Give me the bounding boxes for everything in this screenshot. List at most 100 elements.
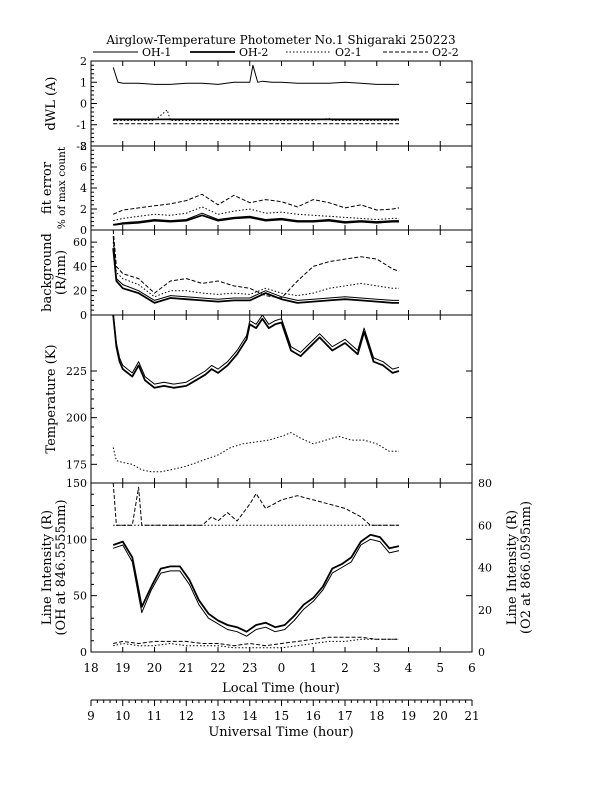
x2-axis: 9 10 11 12 13 14 15 16 17 18 19 20 21 xyxy=(87,699,480,723)
legend-label-oh-2: OH-2 xyxy=(239,46,268,59)
ytick-label-li: 50 xyxy=(73,590,87,603)
xtick-label-local: 3 xyxy=(373,661,381,675)
xtick-label-local: 19 xyxy=(115,661,130,675)
ut-tick-label: 17 xyxy=(337,709,352,723)
ylabel-bg: background xyxy=(40,233,55,312)
ut-tick-label: 9 xyxy=(87,709,95,723)
ut-tick-label: 13 xyxy=(210,709,225,723)
ytick-right-label-li: 40 xyxy=(478,562,492,575)
panel-bg: 0 20 40 60 background (R/nm) xyxy=(40,229,473,322)
x2-axis-label: Universal Time (hour) xyxy=(208,725,353,740)
ytick-label-li: 0 xyxy=(80,646,87,659)
ytick-label-bg: 0 xyxy=(80,309,87,322)
series-fit-o2-1 xyxy=(113,206,399,222)
ut-tick-label: 12 xyxy=(179,709,194,723)
series-temp-oh-1 xyxy=(112,315,400,385)
x-axis-label: Local Time (hour) xyxy=(222,681,340,696)
ytick-label-temp: 225 xyxy=(66,365,87,378)
series-li-o2-2-upper xyxy=(112,483,399,526)
series-fit-oh-2 xyxy=(113,214,399,226)
ytick-label-bg: 20 xyxy=(73,285,87,298)
series-dwl-o2-1 xyxy=(113,109,399,121)
series-fit-o2-2 xyxy=(112,193,400,215)
ytick-label-fit: 8 xyxy=(80,140,87,153)
ut-tick-label: 18 xyxy=(369,709,384,723)
legend-label-o2-1: O2-1 xyxy=(335,46,362,59)
ut-tick-label: 10 xyxy=(115,709,130,723)
xtick-label-local: 5 xyxy=(436,661,444,675)
ytick-label-dwl: -1 xyxy=(76,119,87,132)
ytick-label-fit: 2 xyxy=(80,203,87,216)
panels: -2 -1 0 1 2 dWL (A) 0 2 4 6 8 fit error% of max cou… xyxy=(40,55,534,659)
xtick-label-local: 21 xyxy=(179,661,194,675)
ylabel-li: Line Intensity (R) xyxy=(40,510,55,625)
panel-fit: 0 2 4 6 8 fit error% of max count xyxy=(40,140,473,237)
series-temp-oh-2 xyxy=(112,315,400,389)
series-dwl-oh-1 xyxy=(112,64,399,85)
xtick-label-local: 6 xyxy=(468,661,476,675)
ytick-right-label-li: 80 xyxy=(478,477,492,490)
panel-frame-temp xyxy=(90,314,473,484)
ytick-label-temp: 200 xyxy=(66,412,87,425)
series-bg-oh-2 xyxy=(112,248,399,304)
series-li-oh-1 xyxy=(113,538,400,637)
panel-frame-fit xyxy=(90,145,473,231)
panel-temp: 175 200 225 Temperature (K) xyxy=(44,314,473,484)
ylabel-right-li: Line Intensity (R) xyxy=(505,510,520,625)
ylabel2-bg: (R/nm) xyxy=(54,250,69,295)
ut-tick-label: 19 xyxy=(401,709,416,723)
ylabel2-fit: % of max count xyxy=(56,146,68,229)
panel-dwl: -2 -1 0 1 2 dWL (A) xyxy=(44,55,473,153)
ytick-right-label-li: 0 xyxy=(478,646,485,659)
ytick-label-fit: 6 xyxy=(80,161,87,174)
ytick-label-fit: 4 xyxy=(80,182,87,195)
series-bg-oh-1 xyxy=(112,236,399,301)
series-group-dwl xyxy=(112,64,399,125)
ytick-label-bg: 40 xyxy=(73,260,87,273)
xtick-label-local: 23 xyxy=(242,661,257,675)
series-group-li xyxy=(112,483,400,649)
series-li-o2-1 xyxy=(113,638,399,649)
chart-title: Airglow-Temperature Photometer No.1 Shig… xyxy=(105,33,455,47)
series-fit-oh-1 xyxy=(113,212,399,226)
ytick-label-li: 100 xyxy=(66,533,87,546)
xtick-label-local: 22 xyxy=(210,661,225,675)
series-group-fit xyxy=(112,193,400,226)
legend-label-oh-1: OH-1 xyxy=(142,46,171,59)
ut-tick-label: 20 xyxy=(433,709,448,723)
series-group-temp xyxy=(112,315,400,473)
series-group-bg xyxy=(112,230,400,304)
ylabel-right2-li: (O2 at 866.0595nm) xyxy=(519,501,534,634)
ytick-right-label-li: 60 xyxy=(478,519,492,532)
xtick-label-local: 2 xyxy=(341,661,349,675)
series-temp-o2-1 xyxy=(112,432,399,473)
xtick-label-local: 4 xyxy=(405,661,413,675)
legend: OH-1 OH-2 O2-1 O2-2 xyxy=(93,46,459,59)
legend-label-o2-2: O2-2 xyxy=(432,46,459,59)
ut-tick-label: 11 xyxy=(147,709,162,723)
ut-tick-label: 15 xyxy=(274,709,289,723)
ut-tick-label: 16 xyxy=(306,709,321,723)
series-li-o2-2 xyxy=(113,636,399,647)
xtick-label-local: 0 xyxy=(278,661,286,675)
ytick-label-dwl: -2 xyxy=(76,140,87,153)
series-li-oh-2 xyxy=(112,533,400,633)
series-bg-o2-2 xyxy=(112,230,400,299)
series-bg-o2-1 xyxy=(112,242,399,298)
ylabel-fit: fit error xyxy=(40,161,55,214)
ytick-right-label-li: 20 xyxy=(478,604,492,617)
x-axis: 18 19 20 21 22 23 0 1 2 3 4 5 6 xyxy=(83,661,475,675)
ytick-label-fit: 0 xyxy=(80,224,87,237)
panel-frame-dwl xyxy=(90,60,473,147)
ut-tick-label: 21 xyxy=(464,709,479,723)
ytick-label-bg: 60 xyxy=(73,236,87,249)
ut-tick-label: 14 xyxy=(242,709,258,723)
ylabel2-li: (OH at 846.5555nm) xyxy=(54,499,69,635)
xtick-label-local: 1 xyxy=(309,661,317,675)
ylabel-dwl: dWL (A) xyxy=(44,77,59,131)
xtick-label-local: 18 xyxy=(83,661,98,675)
xtick-label-local: 20 xyxy=(147,661,162,675)
